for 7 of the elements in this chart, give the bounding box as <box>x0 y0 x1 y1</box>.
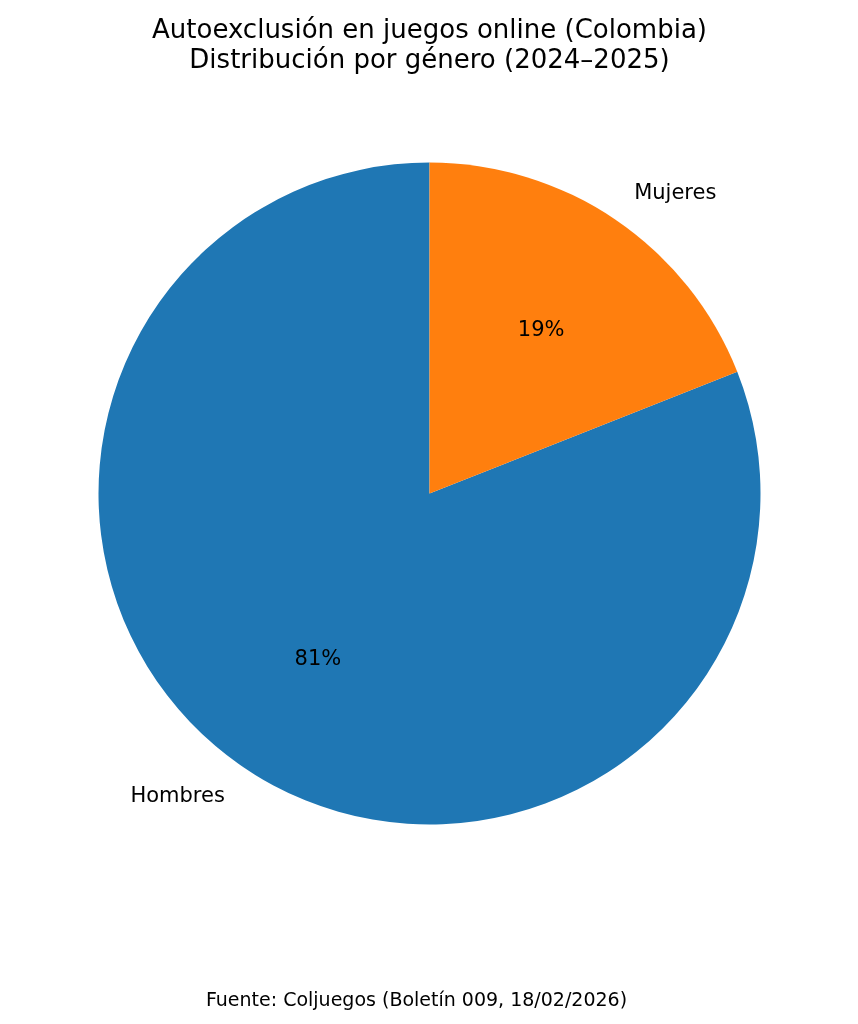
slice-label: Mujeres <box>634 180 717 205</box>
source-note: Fuente: Coljuegos (Boletín 009, 18/02/2026) <box>205 987 628 1010</box>
slice-label: Hombres <box>130 782 225 807</box>
data-label: 19% <box>517 317 565 342</box>
data-label: 81% <box>294 645 342 670</box>
chart-title: Autoexclusión en juegos online (Colombia) <box>152 13 707 44</box>
chart-subtitle: Distribución por género (2024–2025) <box>189 43 670 74</box>
